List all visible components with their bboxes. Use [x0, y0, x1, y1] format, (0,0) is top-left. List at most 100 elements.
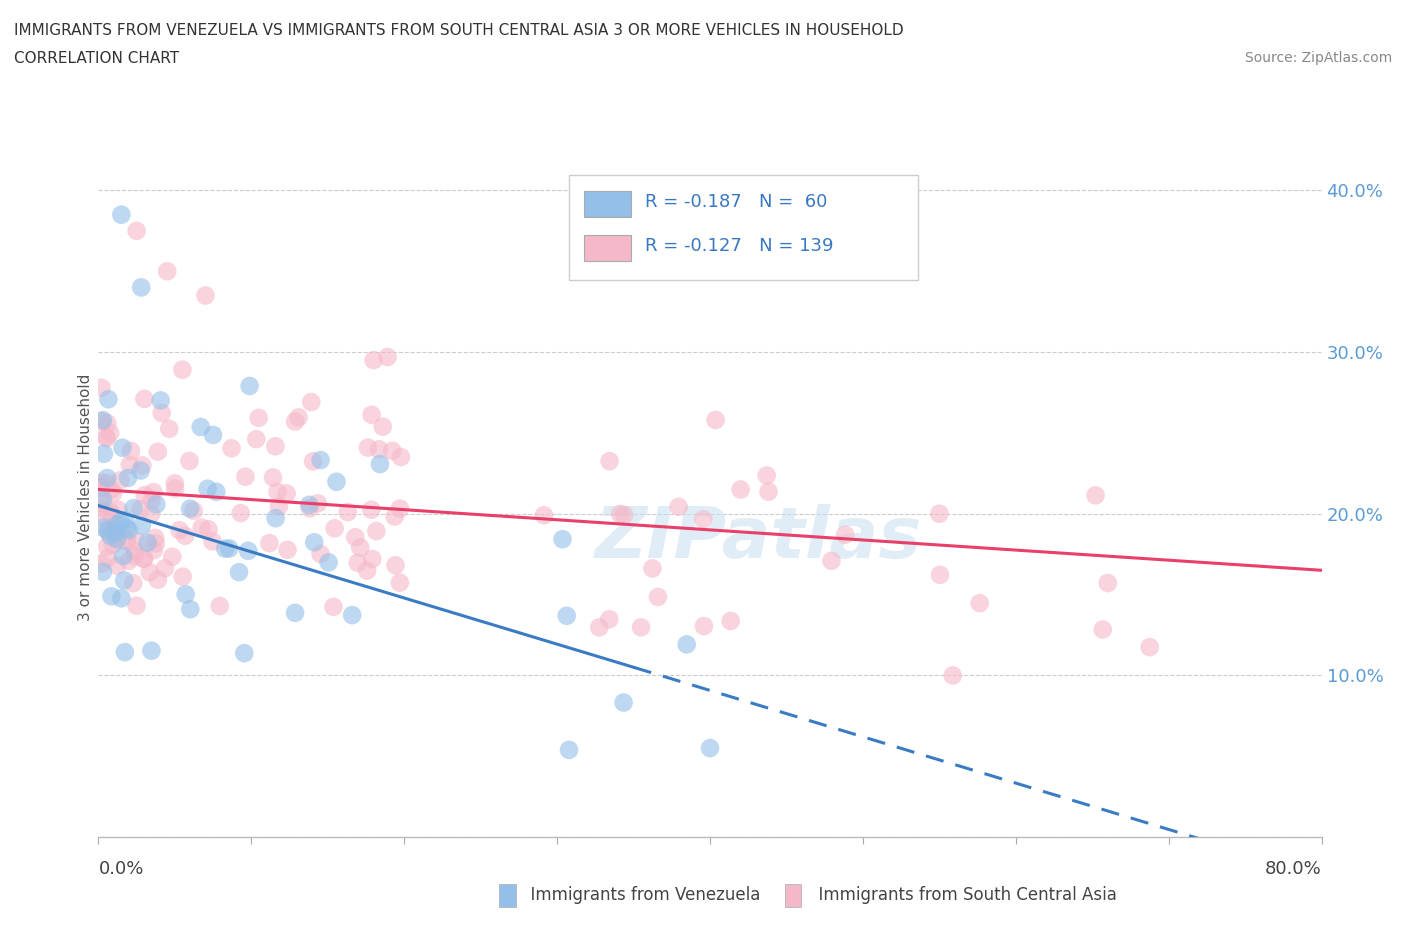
Point	[90, 481, 112, 496]
Point	[90, 510, 112, 525]
Point	[153, 561, 176, 576]
Point	[112, 549, 135, 564]
Point	[105, 518, 128, 533]
Point	[360, 502, 382, 517]
Point	[323, 521, 346, 536]
Point	[115, 535, 138, 550]
Point	[214, 541, 236, 556]
Point	[149, 393, 172, 408]
Point	[90, 475, 112, 490]
Point	[97, 523, 120, 538]
Point	[235, 470, 257, 485]
Point	[122, 576, 145, 591]
Point	[129, 280, 152, 295]
Point	[357, 440, 380, 455]
Point	[93, 446, 115, 461]
Point	[388, 501, 411, 516]
Point	[190, 419, 212, 434]
Point	[145, 497, 167, 512]
Point	[120, 444, 142, 458]
Point	[110, 514, 132, 529]
Point	[699, 740, 721, 755]
Point	[117, 471, 139, 485]
Point	[609, 507, 631, 522]
Point	[758, 485, 780, 499]
Point	[201, 534, 224, 549]
Point	[384, 558, 406, 573]
Bar	[583, 192, 630, 218]
Point	[730, 482, 752, 497]
Point	[91, 520, 114, 535]
Point	[142, 542, 165, 557]
Point	[98, 528, 121, 543]
Point	[363, 352, 385, 367]
Point	[90, 501, 112, 516]
Point	[141, 644, 163, 658]
Point	[112, 573, 135, 588]
Point	[551, 532, 574, 547]
Point	[90, 481, 112, 496]
Point	[205, 485, 228, 499]
Point	[533, 508, 555, 523]
Point	[299, 394, 322, 409]
Point	[179, 454, 201, 469]
Text: IMMIGRANTS FROM VENEZUELA VS IMMIGRANTS FROM SOUTH CENTRAL ASIA 3 OR MORE VEHICL: IMMIGRANTS FROM VENEZUELA VS IMMIGRANTS …	[14, 23, 904, 38]
Point	[141, 507, 163, 522]
Point	[228, 565, 250, 579]
Point	[131, 458, 153, 472]
Point	[942, 668, 965, 683]
Point	[239, 379, 262, 393]
Point	[90, 556, 112, 571]
Point	[969, 596, 991, 611]
Point	[101, 486, 124, 501]
Point	[101, 507, 124, 522]
Point	[146, 445, 169, 459]
Point	[389, 449, 412, 464]
Point	[647, 590, 669, 604]
Point	[156, 264, 179, 279]
Point	[613, 508, 636, 523]
Point	[247, 410, 270, 425]
Point	[124, 544, 146, 559]
Point	[276, 486, 298, 501]
Point	[1084, 488, 1107, 503]
Point	[1139, 640, 1161, 655]
Point	[360, 407, 382, 422]
Point	[104, 525, 127, 540]
Point	[136, 536, 159, 551]
Point	[284, 414, 307, 429]
Point	[318, 555, 340, 570]
Text: Immigrants from South Central Asia: Immigrants from South Central Asia	[808, 885, 1118, 904]
Point	[107, 502, 129, 517]
Bar	[583, 235, 630, 261]
Point	[172, 363, 194, 378]
Point	[108, 472, 131, 487]
Point	[692, 512, 714, 526]
Point	[134, 487, 156, 502]
Point	[124, 549, 146, 564]
Point	[125, 598, 148, 613]
Point	[150, 405, 173, 420]
Point	[298, 501, 321, 516]
Point	[118, 553, 141, 568]
Point	[122, 500, 145, 515]
Point	[197, 482, 219, 497]
Point	[114, 513, 136, 528]
Point	[179, 501, 201, 516]
Point	[309, 453, 332, 468]
Point	[377, 350, 399, 365]
Point	[284, 605, 307, 620]
Point	[630, 620, 652, 635]
Point	[307, 496, 329, 511]
Point	[704, 413, 727, 428]
Point	[340, 607, 363, 622]
Point	[190, 520, 212, 535]
Point	[588, 620, 610, 635]
Point	[598, 612, 620, 627]
Point	[675, 637, 697, 652]
Point	[264, 439, 287, 454]
Point	[344, 530, 367, 545]
Point	[163, 476, 186, 491]
Point	[100, 504, 122, 519]
Point	[834, 527, 856, 542]
